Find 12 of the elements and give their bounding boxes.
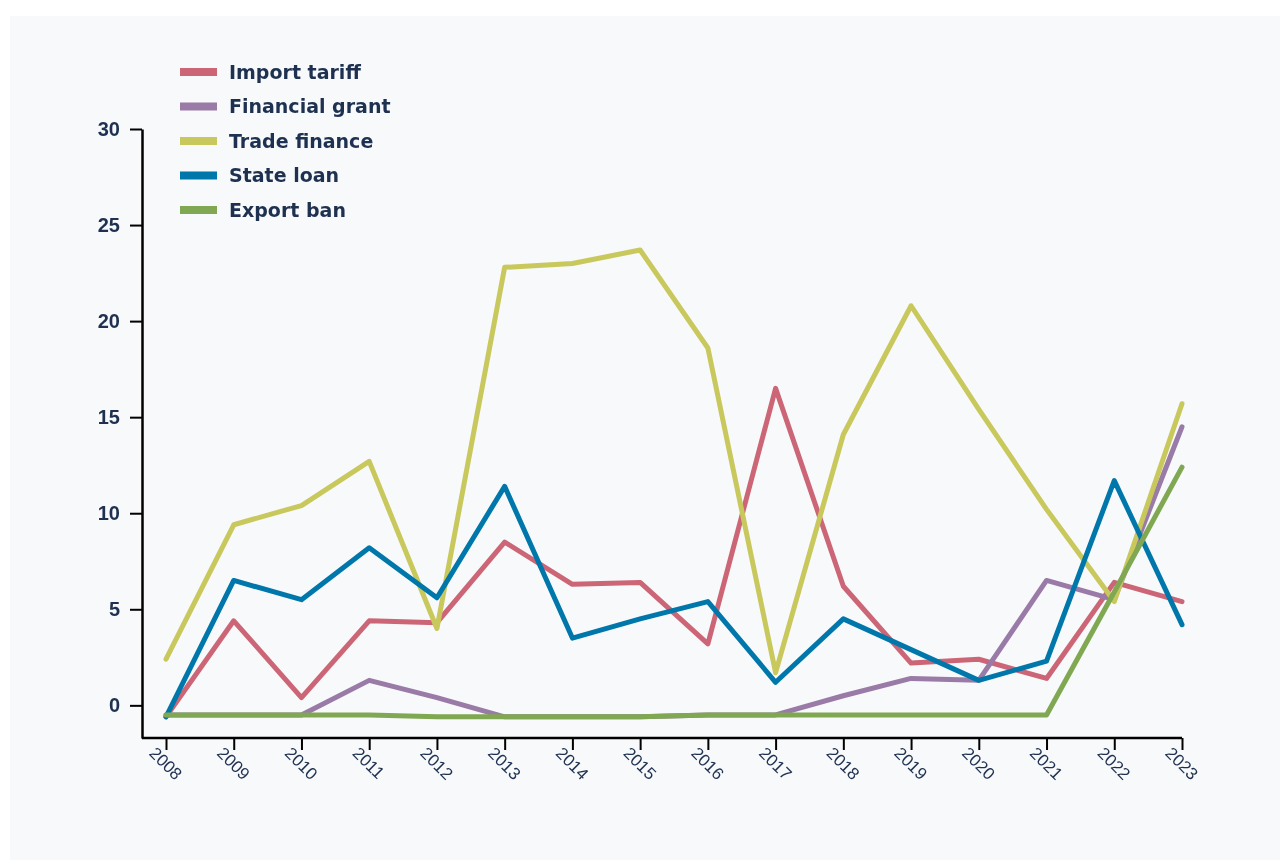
legend-label: Financial grant	[229, 95, 391, 118]
y-tick-label: 10	[97, 502, 120, 525]
legend-label: Trade finance	[229, 129, 374, 152]
legend-label: Import tariff	[229, 60, 362, 83]
y-tick-label: 20	[97, 310, 120, 333]
y-tick-label: 25	[97, 213, 120, 236]
y-tick-label: 5	[108, 598, 120, 621]
legend-label: Export ban	[229, 198, 346, 221]
y-tick-label: 0	[108, 694, 120, 717]
legend-label: State loan	[229, 164, 340, 187]
y-tick-label: 30	[97, 117, 120, 140]
y-tick-label: 15	[97, 406, 120, 429]
